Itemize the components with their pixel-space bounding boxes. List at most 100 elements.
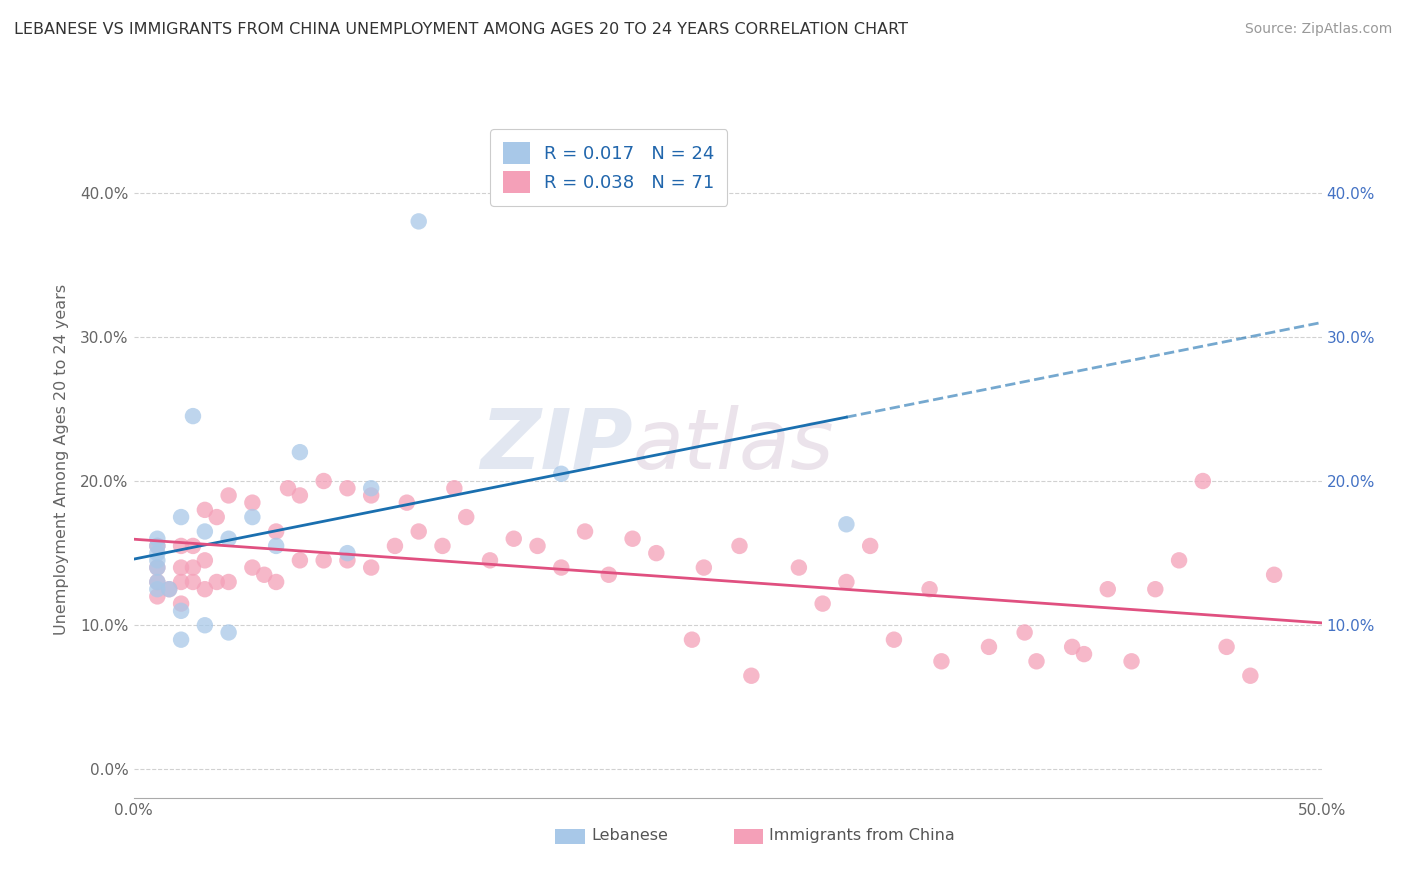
- Legend: R = 0.017   N = 24, R = 0.038   N = 71: R = 0.017 N = 24, R = 0.038 N = 71: [491, 129, 727, 206]
- Point: [728, 539, 751, 553]
- Point: [242, 560, 264, 574]
- Point: [181, 539, 204, 553]
- Point: [360, 560, 382, 574]
- Point: [194, 524, 217, 539]
- Y-axis label: Unemployment Among Ages 20 to 24 years: Unemployment Among Ages 20 to 24 years: [53, 284, 69, 635]
- Point: [645, 546, 668, 560]
- Point: [1097, 582, 1119, 597]
- Point: [146, 574, 169, 589]
- Point: [181, 409, 204, 423]
- Text: Immigrants from China: Immigrants from China: [769, 828, 955, 843]
- Point: [432, 539, 454, 553]
- Point: [408, 214, 430, 228]
- Point: [1121, 654, 1143, 668]
- Point: [931, 654, 953, 668]
- Point: [502, 532, 524, 546]
- Point: [277, 481, 299, 495]
- Point: [157, 582, 180, 597]
- Point: [1263, 567, 1285, 582]
- Point: [859, 539, 882, 553]
- Text: atlas: atlas: [633, 405, 834, 486]
- Point: [146, 532, 169, 546]
- Point: [336, 553, 359, 567]
- Point: [146, 546, 169, 560]
- Point: [146, 574, 169, 589]
- Point: [170, 560, 193, 574]
- Point: [574, 524, 596, 539]
- Point: [360, 488, 382, 502]
- Point: [1144, 582, 1167, 597]
- Point: [1215, 640, 1237, 654]
- Point: [146, 553, 169, 567]
- Text: ZIP: ZIP: [479, 405, 633, 486]
- Point: [312, 474, 335, 488]
- Point: [478, 553, 502, 567]
- Point: [242, 510, 264, 524]
- Point: [787, 560, 810, 574]
- Point: [918, 582, 941, 597]
- Point: [170, 597, 193, 611]
- Point: [288, 445, 311, 459]
- Point: [1014, 625, 1036, 640]
- Point: [395, 496, 418, 510]
- Point: [264, 524, 287, 539]
- Bar: [555, 829, 585, 844]
- Point: [170, 632, 193, 647]
- Point: [1191, 474, 1213, 488]
- Point: [360, 481, 382, 495]
- Point: [1073, 647, 1095, 661]
- Point: [681, 632, 703, 647]
- Point: [146, 560, 169, 574]
- Point: [146, 539, 169, 553]
- Point: [336, 546, 359, 560]
- Point: [146, 590, 169, 604]
- Point: [288, 553, 311, 567]
- Point: [146, 539, 169, 553]
- Point: [977, 640, 1000, 654]
- Point: [443, 481, 465, 495]
- Point: [835, 517, 858, 532]
- Point: [242, 496, 264, 510]
- Point: [181, 560, 204, 574]
- Point: [218, 574, 240, 589]
- Point: [264, 539, 287, 553]
- Bar: [734, 829, 763, 844]
- Point: [835, 574, 858, 589]
- Point: [456, 510, 478, 524]
- Point: [526, 539, 548, 553]
- Point: [811, 597, 834, 611]
- Point: [883, 632, 905, 647]
- Point: [288, 488, 311, 502]
- Point: [170, 539, 193, 553]
- Point: [170, 604, 193, 618]
- Point: [194, 503, 217, 517]
- Point: [693, 560, 716, 574]
- Point: [205, 574, 228, 589]
- Point: [740, 669, 762, 683]
- Point: [194, 582, 217, 597]
- Point: [170, 574, 193, 589]
- Text: Source: ZipAtlas.com: Source: ZipAtlas.com: [1244, 22, 1392, 37]
- Point: [146, 582, 169, 597]
- Point: [218, 532, 240, 546]
- Point: [205, 510, 228, 524]
- Point: [218, 625, 240, 640]
- Point: [336, 481, 359, 495]
- Point: [312, 553, 335, 567]
- Point: [146, 560, 169, 574]
- Point: [1168, 553, 1191, 567]
- Point: [253, 567, 276, 582]
- Point: [550, 467, 572, 481]
- Point: [264, 574, 287, 589]
- Point: [170, 510, 193, 524]
- Point: [157, 582, 180, 597]
- Text: LEBANESE VS IMMIGRANTS FROM CHINA UNEMPLOYMENT AMONG AGES 20 TO 24 YEARS CORRELA: LEBANESE VS IMMIGRANTS FROM CHINA UNEMPL…: [14, 22, 908, 37]
- Point: [1062, 640, 1084, 654]
- Text: Lebanese: Lebanese: [591, 828, 668, 843]
- Point: [408, 524, 430, 539]
- Point: [218, 488, 240, 502]
- Point: [598, 567, 620, 582]
- Point: [194, 553, 217, 567]
- Point: [621, 532, 644, 546]
- Point: [384, 539, 406, 553]
